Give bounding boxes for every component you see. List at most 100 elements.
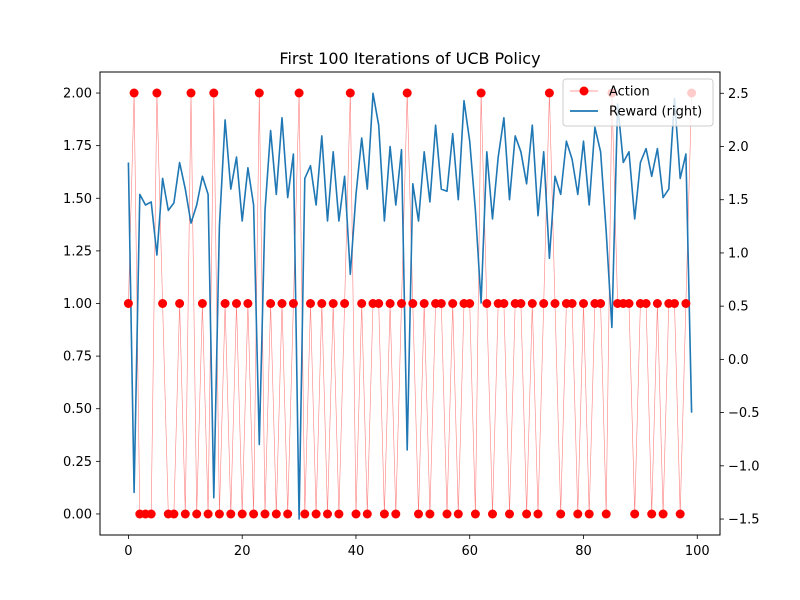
legend-reward-label: Reward (right) [609,105,702,120]
action-point [601,509,611,519]
action-point [186,88,196,98]
action-point [670,299,679,308]
y-left-tick-label: 0.75 [63,350,92,365]
action-point [192,509,202,519]
y-right-tick-label: 2.0 [728,140,749,155]
action-point [260,509,270,519]
action-point [158,299,168,308]
y-axis-left: 0.00 0.25 0.50 0.75 1.00 1.25 1.50 1.75 2.00 [63,87,100,522]
y-right-tick-label: 0.5 [728,300,749,315]
y-right-tick-label: −0.5 [728,406,760,421]
action-point [357,299,367,308]
action-point [527,299,537,308]
action-point [385,299,395,308]
y-right-tick-label: 1.5 [728,193,749,208]
y-left-tick-label: 0.25 [63,455,92,470]
action-point [652,299,662,308]
action-point [266,299,276,308]
action-point [328,299,338,308]
y-right-tick-label: 2.5 [728,87,749,102]
action-point [584,509,594,519]
action-point [340,299,350,308]
action-point [203,509,213,519]
action-point [283,509,293,519]
action-point [488,509,497,519]
action-point [573,509,583,519]
action-point [630,509,640,519]
y-left-tick-label: 1.25 [63,244,92,259]
x-tick-label: 60 [461,544,478,559]
action-series-markers [123,88,697,519]
action-point [453,509,463,519]
action-point [550,299,560,308]
action-point [391,509,401,519]
action-point [243,299,253,308]
action-point [624,299,634,308]
y-left-tick-label: 0.00 [63,507,92,522]
action-point [254,88,264,98]
action-point [306,299,315,308]
action-point [277,299,287,308]
action-point [152,88,162,98]
action-point [414,509,423,519]
legend-box [562,78,714,127]
y-right-tick-label: 0.0 [728,353,749,368]
reward-series-line-group [127,92,693,520]
action-point [379,509,389,519]
action-point [197,299,207,308]
x-axis: 0 20 40 60 80 100 [124,535,710,559]
y-right-tick-label: −1.5 [728,513,760,528]
action-point [294,88,304,98]
action-point [175,299,185,308]
action-point [436,299,446,308]
action-point [556,509,566,519]
x-tick-label: 100 [685,544,710,559]
x-tick-label: 20 [234,544,251,559]
action-point [442,509,452,519]
action-point [374,299,384,308]
action-point [345,88,355,98]
action-point [123,299,133,308]
action-point [226,509,236,519]
action-point [533,509,543,519]
y-axis-right: −1.5 −1.0 −0.5 0.0 0.5 1.0 1.5 2.0 2.5 [720,87,760,528]
legend-action-marker-icon [579,86,589,96]
y-left-tick-label: 0.50 [63,402,92,417]
action-point [522,509,532,519]
action-point [311,509,321,519]
action-point [362,509,372,519]
y-left-tick-label: 1.75 [63,139,92,154]
action-point [323,509,332,519]
action-point [544,88,554,98]
x-tick-label: 80 [575,544,592,559]
action-point [209,88,219,98]
action-point [567,299,577,308]
action-point [419,299,429,308]
action-point [596,299,606,308]
y-right-tick-label: −1.0 [728,459,760,474]
action-point [675,509,685,519]
action-point [448,299,458,308]
action-point [288,299,298,308]
action-point [516,299,526,308]
x-tick-label: 40 [348,544,365,559]
action-point [397,299,406,308]
action-point [482,299,492,308]
action-point [180,509,190,519]
action-point [499,299,509,308]
action-point [476,88,486,98]
y-right-tick-label: 1.0 [728,246,749,261]
x-tick-label: 0 [124,544,132,559]
action-point [271,509,281,519]
action-point [249,509,259,519]
action-point [300,509,310,519]
y-left-tick-label: 2.00 [63,87,92,102]
action-point [425,509,435,519]
action-point [146,509,156,519]
action-point [470,509,480,519]
action-point [129,88,139,98]
action-point [237,509,247,519]
action-point [334,509,344,519]
y-left-tick-label: 1.00 [63,297,92,312]
